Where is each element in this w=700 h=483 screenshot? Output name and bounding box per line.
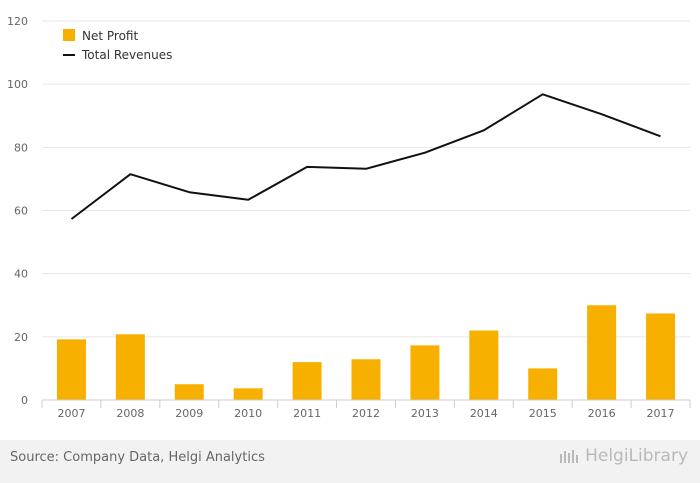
source-note: Source: Company Data, Helgi Analytics — [10, 450, 265, 465]
x-tick-label: 2012 — [352, 407, 380, 420]
bar-net-profit — [410, 345, 440, 400]
y-tick-label: 100 — [7, 78, 28, 91]
y-tick-label: 20 — [14, 331, 28, 344]
legend-swatch-net-profit — [63, 29, 75, 41]
y-tick-label: 0 — [21, 394, 28, 407]
line-total-revenues — [70, 93, 661, 220]
x-tick-label: 2008 — [116, 407, 144, 420]
x-tick-label: 2007 — [57, 407, 85, 420]
x-tick-label: 2010 — [234, 407, 262, 420]
bar-net-profit — [469, 330, 499, 400]
library-icon — [560, 450, 579, 463]
bar-net-profit — [115, 334, 145, 400]
bar-net-profit — [587, 305, 617, 400]
bar-net-profit — [56, 339, 86, 400]
bar-net-profit — [528, 368, 558, 400]
bar-series — [56, 305, 676, 400]
footer-bar — [0, 440, 700, 483]
x-tick-label: 2013 — [411, 407, 439, 420]
x-tick-label: 2017 — [647, 407, 675, 420]
bar-net-profit — [646, 313, 676, 400]
x-tick-label: 2009 — [175, 407, 203, 420]
x-tick-label: 2016 — [588, 407, 616, 420]
line-series — [70, 93, 661, 220]
x-tick-label: 2011 — [293, 407, 321, 420]
legend-label-net-profit: Net Profit — [82, 29, 138, 43]
y-tick-label: 40 — [14, 268, 28, 281]
y-tick-label: 60 — [14, 205, 28, 218]
y-tick-label: 80 — [14, 141, 28, 154]
bar-net-profit — [351, 359, 381, 400]
x-tick-label: 2014 — [470, 407, 498, 420]
y-axis-ticks: 0 20 40 60 80 100 120 — [7, 15, 28, 407]
brand-logo: HelgiLibrary — [559, 446, 688, 466]
bar-net-profit — [174, 384, 204, 400]
x-tick-label: 2015 — [529, 407, 557, 420]
brand-name: HelgiLibrary — [585, 446, 688, 466]
gridlines — [42, 20, 690, 338]
chart: 0 20 40 60 80 100 120 2007 2008 2009 2010 2011 2012… — [7, 15, 691, 420]
legend: Net Profit Total Revenues — [63, 29, 172, 62]
x-axis: 2007 2008 2009 2010 2011 2012 2013 2014 2015 2016… — [41, 399, 691, 420]
y-tick-label: 120 — [7, 15, 28, 28]
bar-net-profit — [233, 388, 263, 400]
bar-net-profit — [292, 362, 322, 400]
legend-label-total-revenues: Total Revenues — [81, 48, 172, 62]
